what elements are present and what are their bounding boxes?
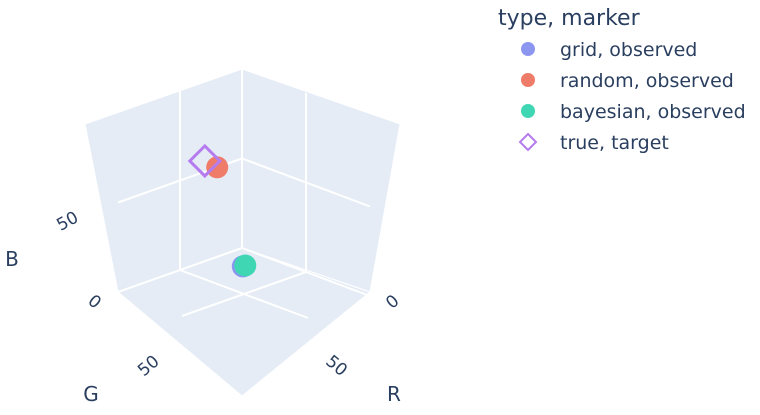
data-point [234, 254, 257, 277]
legend-item: random, observed [521, 70, 734, 92]
data-point-diamond [187, 143, 222, 179]
z-gridline [241, 157, 371, 208]
legend-marker [521, 104, 535, 118]
y-gridline [179, 269, 309, 319]
legend-label: random, observed [560, 70, 734, 92]
legend-label: bayesian, observed [560, 101, 746, 123]
legend-title: type, marker [498, 6, 641, 31]
legend: type, marker grid, observed random, obser… [498, 6, 746, 154]
y-tick-label: 0 [84, 291, 105, 313]
x-tick-label: 0 [382, 291, 403, 313]
x-axis-title: R [387, 382, 401, 406]
y-tick-label: 50 [134, 352, 163, 381]
legend-item: true, target [518, 132, 669, 154]
legend-marker [521, 73, 535, 87]
axis-titles: B G R [5, 247, 401, 406]
legend-marker [518, 132, 538, 152]
z-axis-title: B [5, 247, 19, 271]
scene-3d [84, 68, 401, 397]
legend-item: bayesian, observed [521, 101, 746, 123]
z-tick-label: 50 [53, 208, 81, 236]
y-gridline [241, 247, 371, 297]
x-tick-label: 50 [321, 352, 350, 381]
data-point [206, 156, 229, 179]
legend-marker [521, 42, 535, 56]
legend-label: true, target [560, 132, 669, 154]
legend-item: grid, observed [521, 39, 697, 61]
y-axis-title: G [83, 382, 99, 406]
legend-label: grid, observed [560, 39, 697, 61]
data-marks [187, 143, 257, 278]
